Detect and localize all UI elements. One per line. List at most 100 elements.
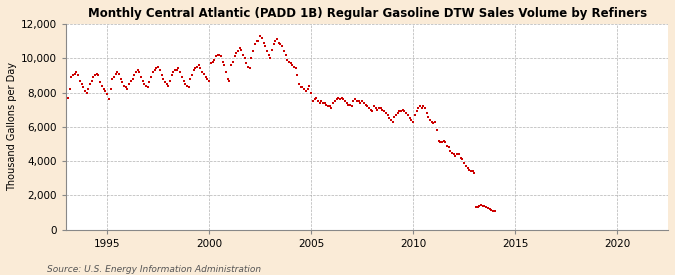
Point [83, 87, 94, 91]
Point [177, 75, 188, 79]
Point [273, 40, 284, 45]
Point [391, 113, 402, 117]
Point [209, 58, 219, 62]
Point [331, 97, 342, 101]
Point [425, 118, 435, 122]
Point [71, 70, 82, 74]
Point [275, 42, 286, 47]
Point [346, 104, 357, 108]
Point [427, 119, 437, 124]
Point [117, 80, 128, 84]
Point [487, 209, 498, 213]
Point [263, 53, 274, 57]
Point [240, 56, 250, 60]
Point [404, 116, 415, 120]
Point [85, 82, 96, 86]
Point [131, 70, 142, 74]
Point [98, 87, 109, 91]
Point [178, 78, 189, 83]
Point [68, 73, 78, 78]
Title: Monthly Central Atlantic (PADD 1B) Regular Gasoline DTW Sales Volume by Refiners: Monthly Central Atlantic (PADD 1B) Regul… [88, 7, 647, 20]
Point [100, 89, 111, 93]
Point [185, 77, 196, 81]
Point [256, 35, 267, 40]
Point [78, 85, 88, 90]
Point [348, 99, 359, 103]
Point [224, 78, 235, 83]
Point [173, 66, 184, 71]
Point [384, 116, 395, 120]
Point [315, 101, 325, 105]
Point [289, 65, 300, 69]
Point [163, 83, 173, 88]
Point [389, 114, 400, 119]
Point [168, 70, 179, 74]
Point [180, 82, 190, 86]
Point [327, 101, 338, 105]
Point [141, 83, 152, 88]
Point [158, 77, 169, 81]
Point [183, 85, 194, 90]
Point [265, 56, 275, 60]
Point [136, 75, 146, 79]
Point [70, 72, 80, 76]
Point [155, 68, 165, 72]
Point [435, 140, 446, 144]
Point [219, 63, 230, 67]
Point [238, 53, 248, 57]
Point [93, 73, 104, 78]
Point [292, 73, 303, 78]
Point [402, 113, 413, 117]
Point [86, 78, 97, 83]
Point [182, 83, 192, 88]
Point [398, 108, 408, 112]
Point [371, 106, 381, 110]
Point [469, 171, 480, 175]
Point [129, 73, 140, 78]
Point [92, 72, 103, 76]
Point [437, 140, 448, 144]
Point [319, 101, 330, 105]
Point [306, 90, 317, 95]
Point [169, 68, 180, 72]
Point [246, 56, 257, 60]
Point [156, 73, 167, 78]
Point [234, 46, 245, 50]
Point [64, 87, 75, 91]
Point [171, 68, 182, 72]
Point [146, 75, 157, 79]
Point [353, 99, 364, 103]
Point [138, 78, 148, 83]
Point [321, 102, 331, 107]
Point [207, 59, 218, 64]
Point [396, 109, 406, 114]
Point [372, 108, 383, 112]
Point [377, 108, 388, 112]
Point [484, 207, 495, 211]
Point [197, 70, 208, 74]
Point [112, 70, 123, 74]
Point [452, 152, 463, 156]
Point [299, 87, 310, 91]
Point [418, 104, 429, 108]
Point [431, 128, 442, 133]
Point [284, 59, 294, 64]
Point [458, 161, 469, 165]
Point [127, 77, 138, 81]
Point [215, 54, 226, 59]
Point [227, 59, 238, 64]
Point [109, 75, 119, 79]
Point [313, 99, 323, 103]
Point [450, 154, 461, 158]
Point [286, 61, 296, 65]
Point [63, 95, 74, 100]
Point [269, 42, 279, 47]
Point [479, 204, 490, 208]
Point [250, 42, 261, 47]
Point [362, 104, 373, 108]
Point [119, 83, 130, 88]
Point [148, 70, 159, 74]
Point [416, 106, 427, 110]
Point [325, 104, 335, 108]
Point [198, 72, 209, 76]
